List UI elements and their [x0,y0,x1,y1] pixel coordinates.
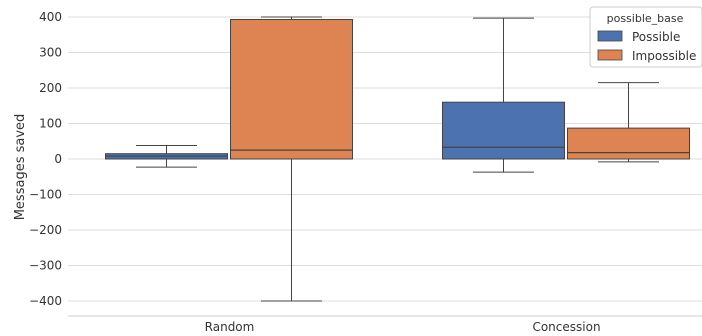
boxes [105,16,690,302]
x-axis-ticks: Random Concession [205,320,601,334]
y-axis-label: Messages saved [13,114,28,221]
y-tick-label: −200 [29,223,62,237]
x-tick-label: Random [205,320,255,334]
y-tick-label: 0 [54,152,62,166]
y-tick-label: 400 [39,10,62,24]
legend-swatch-impossible [597,49,623,61]
box-iqr [442,101,565,160]
box-impossible-random [230,16,353,302]
box-iqr [230,18,353,160]
legend: possible_base Possible Impossible [589,6,702,68]
y-tick-label: 200 [39,81,62,95]
y-tick-label: 300 [39,46,62,60]
box-possible-concession [442,17,565,173]
box-possible-random [105,145,228,168]
legend-label-impossible: Impossible [632,49,696,63]
legend-swatch-possible [597,30,623,42]
y-tick-label: −400 [29,294,62,308]
y-axis-ticks: 400 300 200 100 0 −100 −200 −300 −400 [29,10,62,308]
legend-title: possible_base [607,12,684,25]
x-tick-label: Concession [532,320,600,334]
box-impossible-concession [567,82,690,163]
y-tick-label: −300 [29,259,62,273]
legend-label-possible: Possible [632,30,680,44]
y-tick-label: −100 [29,188,62,202]
y-tick-label: 100 [39,117,62,131]
box-iqr [567,127,690,160]
